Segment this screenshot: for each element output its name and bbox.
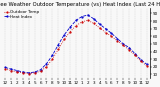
Title: Milwaukee Weather Outdoor Temperature (vs) Heat Index (Last 24 Hours): Milwaukee Weather Outdoor Temperature (v… xyxy=(0,2,160,7)
Legend: Outdoor Temp, Heat Index: Outdoor Temp, Heat Index xyxy=(4,10,40,19)
